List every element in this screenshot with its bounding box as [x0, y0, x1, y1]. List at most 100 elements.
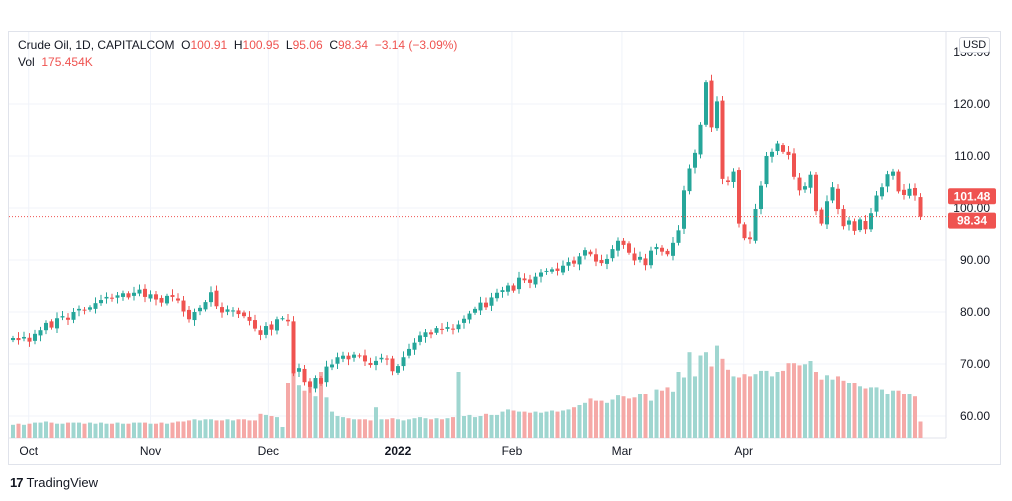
candle-body [165, 295, 169, 304]
volume-bar [60, 423, 65, 438]
volume-bar [896, 390, 901, 438]
candle-body [473, 308, 477, 313]
volume-bar [473, 417, 477, 438]
candle-body [390, 358, 395, 372]
tradingview-brand[interactable]: 17 TradingView [10, 475, 98, 490]
volume-bar [863, 388, 868, 438]
time-axis[interactable]: Oct Nov Dec 2022 Feb Mar Apr [19, 444, 753, 458]
volume-bar [451, 417, 455, 438]
close-label: C [329, 38, 338, 52]
candle-body [522, 278, 527, 281]
volume-bar [253, 420, 257, 438]
volume-bar [627, 398, 631, 438]
candle-body [148, 294, 153, 299]
candle-body [319, 378, 323, 384]
candle-body [176, 298, 180, 301]
candle-body [214, 290, 219, 307]
candle-body [275, 319, 279, 331]
volume-bar [220, 420, 224, 438]
candle-body [330, 364, 334, 368]
low-value: 95.06 [292, 38, 323, 52]
candle-body [654, 247, 659, 250]
volume-bar [770, 376, 774, 438]
volume-bar [27, 423, 32, 438]
change-value: −3.14 (−3.09%) [374, 38, 458, 52]
volume-bar [462, 416, 466, 438]
candle-body [462, 318, 466, 323]
volume-bar [341, 417, 345, 438]
candle-body [632, 253, 637, 261]
y-tick-label: 60.00 [960, 409, 990, 423]
candle-body [830, 187, 835, 201]
candle-body [253, 320, 257, 329]
candle-body [814, 174, 818, 212]
candle-body [577, 256, 582, 265]
volume-bar [858, 386, 862, 438]
candle-body [671, 242, 675, 256]
volume-bar [781, 370, 785, 438]
volume-bar [522, 411, 527, 438]
candle-body [616, 240, 620, 251]
volume-value: 175.454K [41, 55, 93, 69]
candle-body [93, 303, 98, 309]
volume-bar [121, 423, 125, 438]
volume-bar [104, 423, 109, 438]
candle-body [764, 156, 769, 185]
volume-bar [445, 418, 450, 438]
volume-label[interactable]: Vol [18, 55, 35, 69]
volume-bar [478, 416, 483, 438]
volume-bar [77, 422, 81, 438]
candle-body [918, 197, 923, 217]
candle-body [803, 186, 807, 190]
candle-body [874, 195, 879, 212]
volume-bar [401, 420, 406, 438]
volume-bar [302, 390, 307, 438]
volume-bar [88, 422, 92, 438]
candle-body [913, 187, 917, 196]
candle-body [511, 285, 516, 291]
candle-body [638, 256, 642, 260]
volume-bar [742, 374, 747, 438]
volume-bar [247, 420, 252, 438]
volume-bar [874, 387, 879, 438]
candle-body [451, 328, 455, 330]
volume-bar [319, 372, 323, 438]
volume-bar [891, 390, 895, 438]
volume-bar [753, 374, 758, 438]
price-axis[interactable]: 60.0070.0080.0090.00100.00110.00120.0013… [953, 45, 990, 423]
candle-body [258, 330, 263, 335]
candle-body [891, 171, 895, 176]
candle-body [357, 355, 362, 357]
volume-bar [11, 424, 15, 438]
symbol-label[interactable]: Crude Oil, 1D, CAPITALCOM [18, 38, 175, 52]
candle-body [456, 324, 461, 330]
candle-body [495, 292, 499, 299]
candle-body [115, 295, 120, 298]
currency-button[interactable]: USD [959, 37, 991, 53]
volume-bar [16, 423, 21, 438]
volume-bars [11, 345, 923, 438]
volume-bar [242, 419, 246, 438]
candle-body [368, 362, 373, 366]
volume-bar [82, 423, 87, 438]
volume-bar [110, 423, 114, 438]
candle-body [82, 309, 87, 311]
volume-bar [797, 365, 802, 438]
candle-body [649, 250, 653, 266]
y-tick-label: 90.00 [960, 253, 990, 267]
candle-body [352, 354, 356, 358]
candle-body [247, 316, 252, 321]
candle-body [77, 308, 81, 311]
candle-body [726, 180, 730, 182]
candle-body [467, 313, 472, 320]
price-tag-label: 98.34 [957, 214, 987, 228]
candle-body [819, 209, 824, 224]
x-tick-label: Feb [502, 444, 523, 458]
candle-body [280, 318, 285, 320]
open-value: 100.91 [190, 38, 228, 52]
volume-bar [313, 396, 318, 438]
volume-bar [297, 385, 301, 438]
volume-bar [632, 397, 637, 438]
volume-bar [374, 407, 378, 438]
